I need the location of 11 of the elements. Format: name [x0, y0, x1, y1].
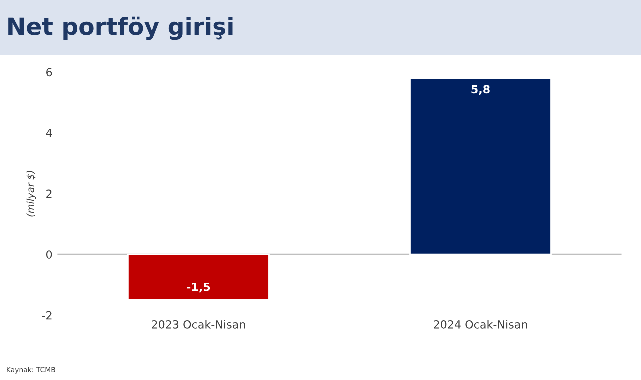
y-tick-label: 4 — [46, 129, 52, 138]
y-tick-label: -2 — [42, 311, 52, 320]
chart-title: Net portföy girişi — [8, 16, 233, 40]
x-tick-label: 2024 Ocak-Nisan — [434, 320, 528, 329]
y-tick-label: 0 — [46, 250, 52, 259]
x-tick-label: 2023 Ocak-Nisan — [152, 320, 246, 329]
data-label: 5,8 — [472, 85, 490, 96]
y-axis-title: (milyar $) — [26, 171, 36, 217]
y-tick-label: 2 — [46, 190, 52, 198]
y-tick-label: 6 — [46, 68, 52, 77]
data-label: -1,5 — [187, 283, 210, 293]
